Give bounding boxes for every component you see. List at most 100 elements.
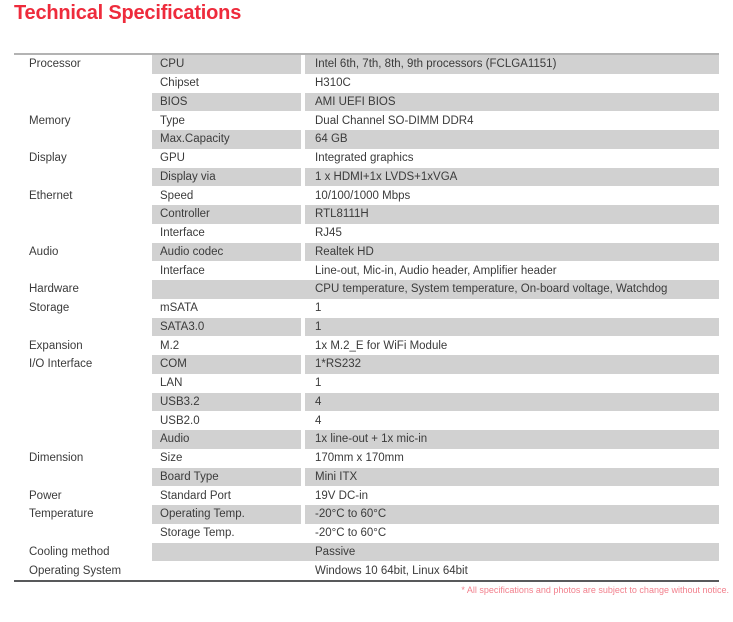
value-cell: Realtek HD	[305, 242, 719, 262]
value-cell: 1 x HDMI+1x LVDS+1xVGA	[305, 167, 719, 187]
category-cell	[14, 393, 152, 412]
value-cell: 1	[315, 302, 322, 315]
table-row: Controller RTL8111H	[14, 205, 719, 224]
value-cell: Mini ITX	[305, 467, 719, 487]
value-cell: 4	[305, 392, 719, 412]
table-row: Ethernet Speed 10/100/1000 Mbps	[14, 186, 719, 205]
label-cell: Storage Temp.	[160, 527, 235, 540]
category-cell	[14, 430, 152, 449]
category-cell	[14, 224, 152, 243]
table-row: Expansion M.2 1x M.2_E for WiFi Module	[14, 336, 719, 355]
column-gap	[301, 542, 305, 562]
category-cell: Hardware	[29, 283, 79, 296]
value-cell: RTL8111H	[305, 205, 719, 224]
table-row: Max.Capacity 64 GB	[14, 130, 719, 149]
value-cell: AMI UEFI BIOS	[305, 92, 719, 112]
value-cell: 170mm x 170mm	[315, 452, 404, 465]
table-row: Memory Type Dual Channel SO-DIMM DDR4	[14, 111, 719, 130]
value-cell: 1	[305, 317, 719, 337]
table-row: Processor CPU Intel 6th, 7th, 8th, 9th p…	[14, 55, 719, 74]
table-row: Storage mSATA 1	[14, 299, 719, 318]
table-row: Storage Temp. -20°C to 60°C	[14, 524, 719, 543]
value-cell: 1x line-out + 1x mic-in	[305, 430, 719, 449]
value-cell: CPU temperature, System temperature, On-…	[305, 280, 719, 299]
footnote: * All specifications and photos are subj…	[461, 585, 729, 595]
label-cell	[152, 542, 301, 562]
category-cell: Power	[29, 489, 62, 502]
value-cell: 1x M.2_E for WiFi Module	[315, 339, 448, 352]
table-row: Interface Line-out, Mic-in, Audio header…	[14, 261, 719, 280]
table-row: LAN 1	[14, 374, 719, 393]
value-cell: 10/100/1000 Mbps	[315, 189, 411, 202]
table-row: Audio Audio codec Realtek HD	[14, 242, 719, 262]
label-cell: BIOS	[152, 92, 301, 112]
category-cell	[14, 524, 152, 543]
value-cell: 1*RS232	[305, 355, 719, 374]
label-cell: Interface	[160, 227, 205, 240]
label-cell: Interface	[160, 264, 205, 277]
table-row: Power Standard Port 19V DC-in	[14, 486, 719, 505]
table-row: Interface RJ45	[14, 224, 719, 243]
label-cell: CPU	[152, 55, 301, 74]
category-cell: Audio	[29, 245, 59, 258]
value-cell: Dual Channel SO-DIMM DDR4	[315, 114, 474, 127]
value-cell: Integrated graphics	[315, 152, 414, 165]
value-cell: RJ45	[315, 227, 342, 240]
label-cell: LAN	[160, 377, 183, 390]
value-cell: -20°C to 60°C	[315, 527, 387, 540]
category-cell	[14, 93, 152, 112]
category-cell	[14, 168, 152, 187]
category-cell: Memory	[29, 114, 71, 127]
label-cell: Standard Port	[160, 489, 231, 502]
label-cell: Controller	[152, 205, 301, 224]
category-cell	[14, 411, 152, 430]
category-cell: Temperature	[29, 508, 94, 521]
label-cell: Speed	[160, 189, 194, 202]
table-row: SATA3.0 1	[14, 317, 719, 337]
label-cell: Audio	[152, 430, 301, 449]
category-cell: Operating System	[29, 564, 122, 577]
table-row: Cooling method Passive	[14, 542, 719, 562]
table-row: Temperature Operating Temp. -20°C to 60°…	[14, 505, 719, 524]
table-row: Display via 1 x HDMI+1x LVDS+1xVGA	[14, 167, 719, 187]
category-cell	[14, 374, 152, 393]
value-cell: Windows 10 64bit, Linux 64bit	[315, 564, 468, 577]
value-cell: 1	[315, 377, 322, 390]
label-cell: COM	[152, 355, 301, 374]
table-row: I/O Interface COM 1*RS232	[14, 355, 719, 374]
label-cell: Operating Temp.	[152, 505, 301, 524]
label-cell: Max.Capacity	[152, 130, 301, 149]
label-cell: USB3.2	[152, 392, 301, 412]
label-cell: USB2.0	[160, 414, 200, 427]
table-row: Operating System Windows 10 64bit, Linux…	[14, 561, 719, 580]
spec-table: Processor CPU Intel 6th, 7th, 8th, 9th p…	[14, 53, 719, 582]
category-cell: Dimension	[29, 452, 84, 465]
category-cell: Processor	[29, 58, 81, 71]
label-cell: SATA3.0	[152, 317, 301, 337]
value-cell: -20°C to 60°C	[305, 505, 719, 524]
table-row: Hardware CPU temperature, System tempera…	[14, 280, 719, 299]
table-row: USB2.0 4	[14, 411, 719, 430]
label-cell: GPU	[160, 152, 185, 165]
table-row: USB3.2 4	[14, 392, 719, 412]
value-cell: Intel 6th, 7th, 8th, 9th processors (FCL…	[305, 55, 719, 74]
column-gap	[301, 280, 305, 299]
page-title: Technical Specifications	[14, 2, 242, 24]
label-cell: mSATA	[160, 302, 198, 315]
label-cell: M.2	[160, 339, 180, 352]
category-cell	[14, 468, 152, 487]
label-cell	[152, 561, 301, 580]
category-cell: Storage	[29, 302, 70, 315]
value-cell: 4	[315, 414, 322, 427]
label-cell: Size	[160, 452, 183, 465]
label-cell: Audio codec	[152, 242, 301, 262]
value-cell: Line-out, Mic-in, Audio header, Amplifie…	[315, 264, 557, 277]
category-cell	[14, 318, 152, 337]
table-row: Chipset H310C	[14, 74, 719, 93]
label-cell	[152, 280, 301, 299]
category-cell	[14, 261, 152, 280]
label-cell: Board Type	[152, 467, 301, 487]
value-cell: 19V DC-in	[315, 489, 369, 502]
label-cell: Display via	[152, 167, 301, 187]
table-row: BIOS AMI UEFI BIOS	[14, 92, 719, 112]
